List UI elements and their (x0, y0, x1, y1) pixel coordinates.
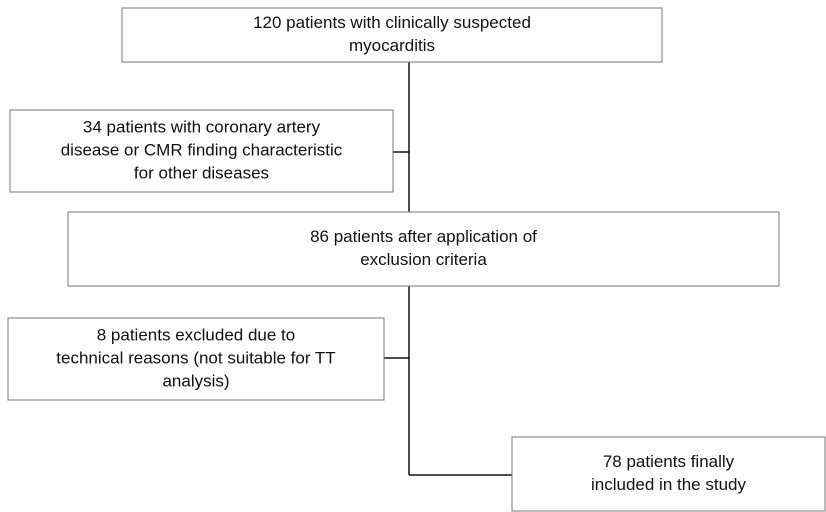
flow-box (511, 436, 826, 512)
box-label: technical reasons (not suitable for TT (56, 348, 335, 367)
flow-box (121, 7, 663, 63)
box-label: disease or CMR finding characteristic (61, 140, 343, 159)
box-label: myocarditis (349, 36, 435, 55)
box-label: 8 patients excluded due to (97, 325, 295, 344)
flow-box (67, 211, 780, 287)
flow-box (7, 317, 385, 401)
boxes: 120 patients with clinically suspected my… (7, 7, 826, 512)
box-label: 86 patients after application of (310, 227, 537, 246)
flow-box (9, 109, 394, 193)
box-label: exclusion criteria (360, 250, 487, 269)
box-label: included in the study (591, 475, 746, 494)
box-label: analysis) (162, 371, 229, 390)
box-label: 34 patients with coronary artery (83, 117, 321, 136)
box-label: 78 patients finally (603, 452, 735, 471)
box-label: for other diseases (134, 163, 269, 182)
box-label: 120 patients with clinically suspected (253, 13, 531, 32)
